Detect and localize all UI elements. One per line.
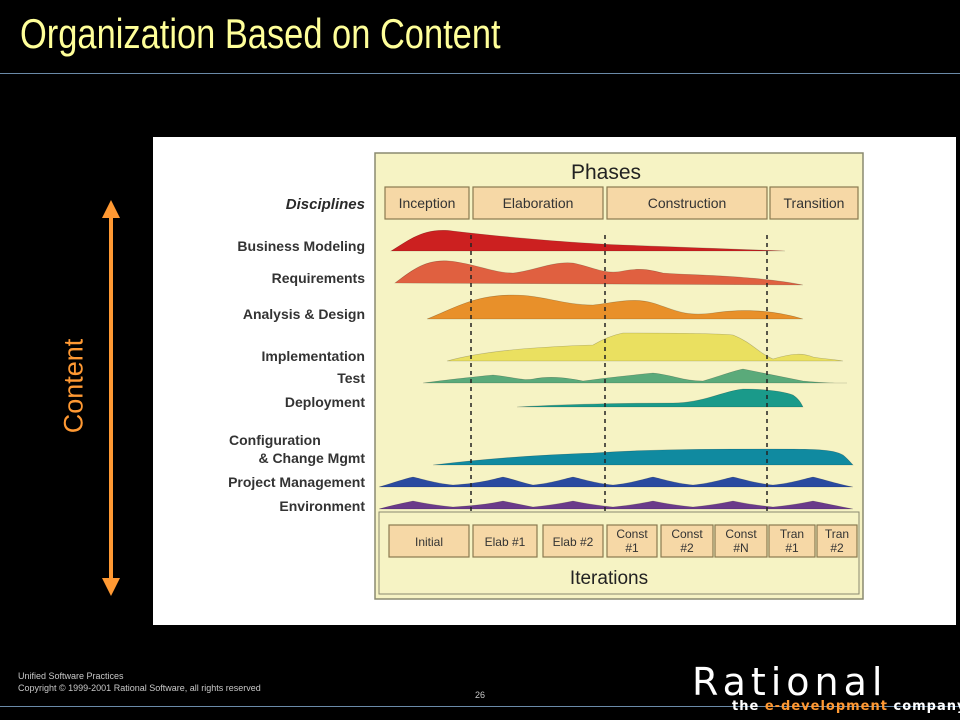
slide-title: Organization Based on Content (20, 10, 501, 57)
iteration-box-5 (714, 524, 768, 558)
discipline-label-2: Analysis & Design (243, 306, 365, 322)
iteration-box-6 (768, 524, 816, 558)
phase-label-1: Elaboration (503, 195, 574, 211)
logo-tagline-accent: e-development (764, 699, 888, 714)
discipline-label-0: Business Modeling (237, 238, 365, 254)
discipline-workflow-6 (432, 448, 854, 466)
discipline-label-7: Project Management (228, 474, 365, 490)
logo-tagline: the e-development company (732, 699, 960, 714)
discipline-label-1: Requirements (272, 270, 366, 286)
content-axis-label: Content (58, 338, 89, 434)
iteration-label-3-line2: #1 (625, 541, 639, 555)
phases-title: Phases (571, 161, 641, 184)
iteration-label-2: Elab #2 (553, 535, 594, 549)
iteration-label-5-line2: #N (733, 541, 748, 555)
phase-label-2: Construction (648, 195, 727, 211)
rational-logo: Rational the e-development company (692, 660, 960, 716)
discipline-label-6: Configuration (229, 432, 321, 448)
logo-tagline-prefix: the (732, 699, 765, 714)
rup-hump-chart: Phases Disciplines Iterations Inception E… (228, 152, 864, 600)
discipline-workflow-4 (422, 368, 848, 384)
discipline-workflow-2 (426, 294, 804, 320)
iteration-label-7-line2: #2 (830, 541, 844, 555)
discipline-label-3: Implementation (262, 348, 365, 364)
page-number: 26 (475, 690, 486, 700)
iteration-box-1 (472, 524, 538, 558)
phase-label-0: Inception (399, 195, 456, 211)
rup-diagram: Phases Disciplines Iterations Inception E… (153, 137, 956, 625)
iteration-label-6: Tran (780, 527, 804, 541)
discipline-label-6-line2: & Change Mgmt (258, 450, 365, 466)
iteration-label-4: Const (671, 527, 703, 541)
discipline-label-4: Test (337, 370, 365, 386)
iteration-box-3 (606, 524, 658, 558)
discipline-workflow-5 (516, 388, 804, 408)
iteration-label-3: Const (616, 527, 648, 541)
phase-box-1 (472, 186, 604, 220)
discipline-label-8: Environment (279, 498, 365, 514)
discipline-label-5: Deployment (285, 394, 365, 410)
discipline-workflow-8 (378, 500, 854, 510)
double-arrow-icon (102, 200, 120, 596)
iteration-label-1: Elab #1 (485, 535, 526, 549)
footer-course-title: Unified Software Practices (18, 671, 124, 681)
footer-copyright: Copyright © 1999-2001 Rational Software,… (18, 683, 261, 693)
iteration-label-4-line2: #2 (680, 541, 694, 555)
phase-box-2 (606, 186, 768, 220)
footer-divider (0, 706, 960, 707)
iteration-label-7: Tran (825, 527, 849, 541)
title-divider (0, 73, 960, 74)
discipline-workflow-1 (394, 260, 804, 286)
iteration-box-0 (388, 524, 470, 558)
iterations-title: Iterations (570, 568, 648, 589)
iteration-label-6-line2: #1 (785, 541, 799, 555)
phase-label-3: Transition (784, 195, 845, 211)
discipline-workflow-7 (378, 476, 854, 488)
phase-box-0 (384, 186, 470, 220)
logo-wordmark: Rational (692, 660, 888, 704)
phase-box-3 (769, 186, 859, 220)
disciplines-heading: Disciplines (286, 196, 365, 213)
iteration-box-4 (660, 524, 714, 558)
discipline-workflow-3 (446, 332, 844, 362)
iteration-box-2 (542, 524, 604, 558)
logo-tagline-suffix: company (887, 699, 960, 714)
footer: Unified Software Practices Copyright © 1… (18, 670, 261, 694)
iteration-box-7 (816, 524, 858, 558)
iteration-label-5: Const (725, 527, 757, 541)
iteration-label-0: Initial (415, 535, 443, 549)
discipline-workflow-0 (389, 230, 786, 252)
